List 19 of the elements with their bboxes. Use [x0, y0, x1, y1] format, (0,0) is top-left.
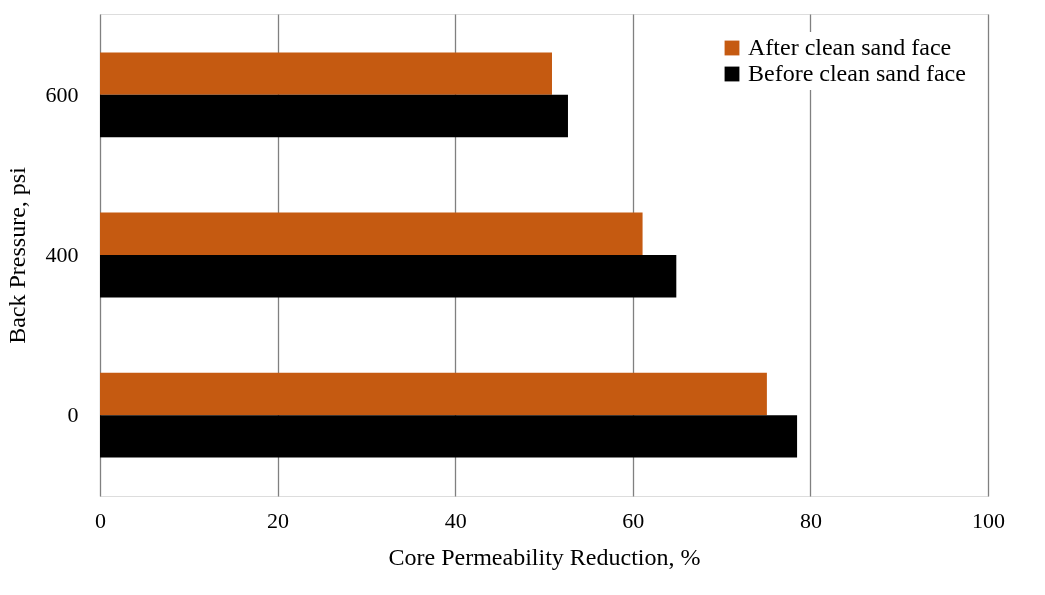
bar: [100, 255, 677, 298]
bar: [100, 94, 568, 138]
y-axis-title: Back Pressure, psi: [3, 166, 30, 344]
x-axis-title: Core Permeability Reduction, %: [388, 543, 701, 570]
legend-label: After clean sand face: [748, 34, 952, 60]
x-tick-label: 80: [799, 507, 822, 533]
y-tick-label: 0: [67, 402, 79, 428]
legend-label: Before clean sand face: [748, 60, 966, 86]
x-tick-label: 40: [444, 507, 467, 533]
bar: [100, 52, 552, 95]
y-tick-label: 600: [45, 81, 79, 107]
bar: [100, 372, 767, 416]
bar: [100, 415, 798, 458]
y-tick-label: 400: [45, 242, 79, 267]
x-tick-label: 20: [267, 507, 290, 533]
x-tick-label: 100: [972, 507, 1005, 533]
x-tick-label: 0: [95, 507, 106, 533]
bar: [100, 212, 643, 255]
x-tick-label: 60: [622, 507, 645, 533]
